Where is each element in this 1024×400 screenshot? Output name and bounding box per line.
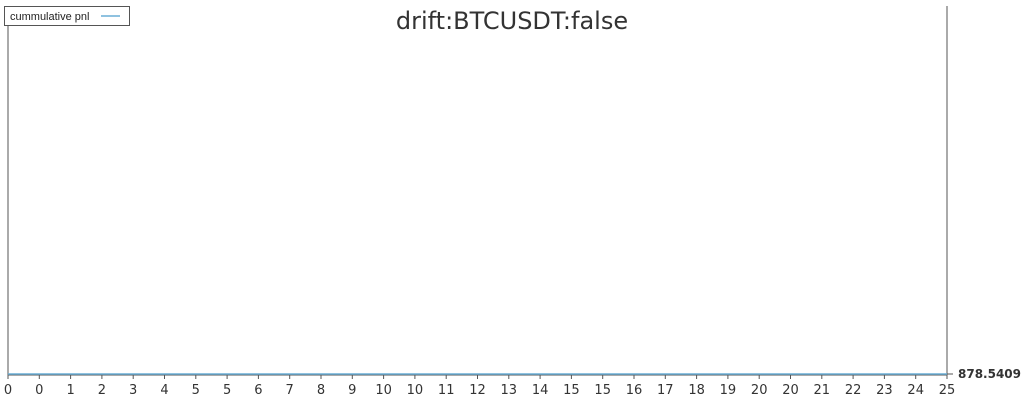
x-tick-label: 9 — [348, 383, 356, 398]
x-tick-label: 14 — [532, 383, 549, 398]
x-tick-label: 10 — [375, 383, 392, 398]
right-axis-labels: 878.5409 — [947, 367, 1021, 381]
x-tick-label: 17 — [657, 383, 674, 398]
x-tick-label: 11 — [438, 383, 455, 398]
x-tick-label: 3 — [129, 383, 137, 398]
x-tick-label: 23 — [876, 383, 893, 398]
x-tick-label: 20 — [782, 383, 799, 398]
chart-title: drift:BTCUSDT:false — [396, 7, 628, 35]
x-tick-label: 16 — [626, 383, 643, 398]
x-tick-label: 12 — [469, 383, 486, 398]
x-tick-label: 0 — [35, 383, 43, 398]
x-tick-label: 20 — [751, 383, 768, 398]
x-tick-label: 18 — [688, 383, 705, 398]
x-tick-label: 2 — [98, 383, 106, 398]
x-tick-label: 1 — [66, 383, 74, 398]
x-tick-label: 13 — [501, 383, 518, 398]
axes — [7, 6, 948, 376]
x-tick-label: 22 — [845, 383, 862, 398]
x-tick-label: 19 — [720, 383, 737, 398]
legend: cummulative pnl — [4, 6, 130, 26]
x-ticks: 0 0 1 2 3 4 5 5 6 7 8 9 10 10 11 12 13 14 15 15 16 17 18 19 20 20… — [4, 375, 955, 398]
x-tick-label: 15 — [594, 383, 611, 398]
x-tick-label: 21 — [814, 383, 831, 398]
legend-box — [4, 6, 130, 26]
x-tick-label: 25 — [939, 383, 956, 398]
x-tick-label: 5 — [192, 383, 200, 398]
x-tick-label: 0 — [4, 383, 12, 398]
x-tick-label: 6 — [254, 383, 262, 398]
x-tick-label: 10 — [407, 383, 424, 398]
right-axis-value-label: 878.5409 — [958, 367, 1021, 381]
x-tick-label: 5 — [223, 383, 231, 398]
x-tick-label: 15 — [563, 383, 580, 398]
x-tick-label: 24 — [907, 383, 924, 398]
legend-item-label: cummulative pnl — [10, 11, 89, 23]
x-tick-label: 7 — [286, 383, 294, 398]
x-tick-label: 4 — [160, 383, 168, 398]
x-tick-label: 8 — [317, 383, 325, 398]
